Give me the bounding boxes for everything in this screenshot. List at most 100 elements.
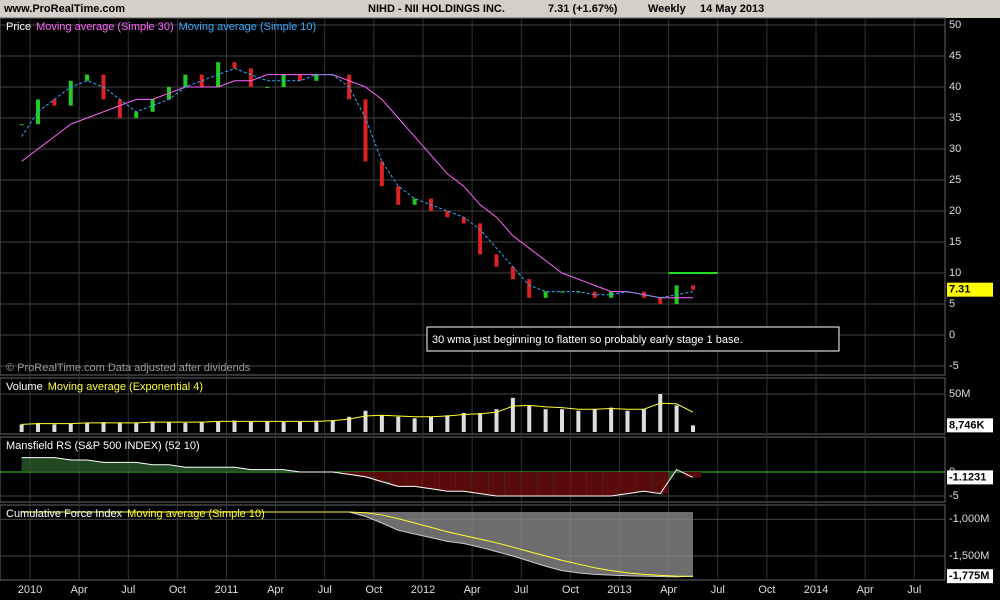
- volume-bar: [510, 397, 515, 432]
- time-label: 2013: [607, 584, 631, 596]
- time-label: Jul: [711, 584, 725, 596]
- y-tick-label: 40: [949, 81, 961, 93]
- volume-bar: [379, 415, 384, 432]
- candle: [412, 198, 417, 205]
- volume-bar: [298, 421, 302, 432]
- candle: [543, 291, 548, 298]
- volume-bar: [478, 413, 483, 432]
- volume-bar: [216, 421, 221, 432]
- last-value: 8,746K: [949, 419, 985, 431]
- candle: [592, 291, 597, 298]
- volume-bar: [625, 410, 630, 432]
- volume-bar: [641, 409, 646, 432]
- candle: [68, 80, 73, 106]
- volume-bar: [183, 422, 188, 432]
- candle: [396, 186, 401, 205]
- volume-bar: [560, 409, 564, 432]
- candle: [314, 74, 319, 81]
- volume-bar: [527, 405, 532, 432]
- neg-area: [603, 472, 620, 496]
- quote: 7.31 (+1.67%): [548, 3, 618, 15]
- legend-entry: Price: [6, 21, 31, 33]
- candle: [363, 99, 368, 162]
- annotation: 30 wma just beginning to flatten so prob…: [432, 334, 743, 346]
- volume-bar: [543, 409, 548, 432]
- neg-area: [537, 472, 554, 496]
- neg-area: [357, 472, 374, 477]
- time-label: Apr: [267, 584, 284, 596]
- last-value: -1,775M: [949, 570, 989, 582]
- candle: [691, 285, 695, 290]
- volume-bar: [330, 420, 335, 432]
- time-label: Apr: [660, 584, 677, 596]
- legend-entry: Moving average (Simple 10): [127, 508, 265, 520]
- legend-entry: Volume: [6, 381, 43, 393]
- neg-area: [439, 472, 456, 492]
- candle: [52, 99, 57, 106]
- neg-area: [554, 472, 570, 496]
- volume-bar: [199, 422, 204, 432]
- volume-bar: [19, 424, 24, 432]
- y-tick-label: 0: [949, 329, 955, 341]
- candle: [609, 291, 614, 298]
- volume-bar: [150, 421, 155, 432]
- time-label: Jul: [514, 584, 528, 596]
- title-bar: [0, 0, 1000, 18]
- volume-bar: [36, 422, 40, 432]
- neg-area: [635, 472, 652, 492]
- y-tick-label: -5: [949, 360, 959, 372]
- candle: [494, 254, 499, 267]
- y-tick-label: 15: [949, 236, 961, 248]
- volume-bar: [461, 413, 466, 432]
- time-label: 2014: [804, 584, 828, 596]
- y-tick-label: 10: [949, 267, 961, 279]
- area-line: [21, 457, 694, 497]
- legend-entry: Moving average (Simple 10): [179, 21, 317, 33]
- y-tick-label: 50: [949, 19, 961, 31]
- y-tick-label: -1,500M: [949, 550, 989, 562]
- volume-bar: [134, 422, 139, 432]
- volume-bar: [674, 405, 679, 432]
- volume-bar: [281, 422, 286, 432]
- volume-bar: [265, 421, 270, 432]
- time-label: 2012: [411, 584, 435, 596]
- series-line: [21, 74, 693, 299]
- candle: [298, 74, 302, 81]
- candle: [85, 74, 90, 81]
- time-label: Jul: [907, 584, 921, 596]
- volume-bar: [117, 422, 122, 432]
- site: www.ProRealTime.com: [3, 3, 125, 15]
- period: Weekly: [648, 3, 687, 15]
- volume-bar: [412, 418, 417, 432]
- candle: [445, 211, 450, 218]
- neg-area: [390, 472, 407, 487]
- neg-area: [586, 472, 603, 496]
- y-tick-label: -5: [949, 490, 959, 502]
- time-label: Apr: [857, 584, 874, 596]
- candle: [510, 266, 515, 280]
- time-label: Oct: [169, 584, 186, 596]
- neg-area: [455, 472, 472, 492]
- candle: [248, 68, 253, 87]
- time-label: Apr: [71, 584, 88, 596]
- neg-area: [504, 472, 521, 496]
- y-tick-label: 50M: [949, 388, 970, 400]
- y-tick-label: 20: [949, 205, 961, 217]
- series-line: [21, 402, 694, 425]
- candle: [150, 99, 155, 112]
- last-value-box: [947, 418, 993, 433]
- y-tick-label: 45: [949, 50, 961, 62]
- neg-area: [619, 472, 636, 494]
- volume-bar: [68, 423, 73, 432]
- last-value: 7.31: [949, 284, 970, 296]
- candle: [461, 217, 466, 224]
- candle: [379, 161, 384, 187]
- volume-bar: [167, 422, 171, 432]
- legend-entry: Moving average (Exponential 4): [48, 381, 203, 393]
- neg-area: [570, 472, 587, 496]
- area: [21, 512, 693, 577]
- candle: [265, 87, 270, 88]
- series-line: [21, 511, 694, 577]
- volume-bar: [85, 422, 90, 432]
